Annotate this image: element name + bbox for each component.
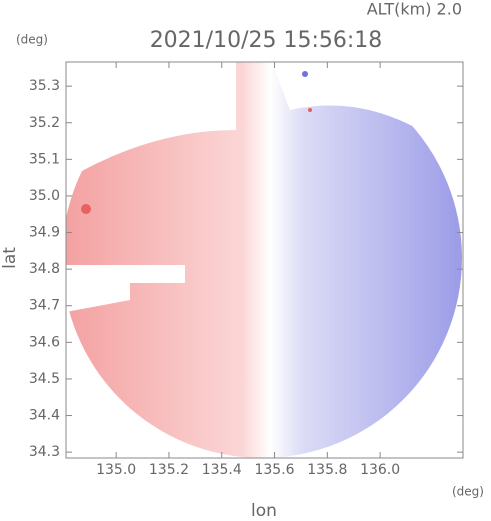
plot-frame — [65, 61, 464, 459]
y-tick-label: 34.9 — [29, 225, 60, 241]
y-tick-label: 34.7 — [29, 298, 60, 314]
y-axis-label: lat — [0, 247, 20, 269]
x-tick-label: 135.4 — [202, 462, 242, 478]
x-tick-label: 135.0 — [96, 462, 136, 478]
y-unit: (deg) — [16, 33, 48, 47]
x-tick-label: 135.2 — [149, 462, 189, 478]
x-axis-label: lon — [251, 501, 277, 521]
x-unit: (deg) — [452, 485, 484, 499]
y-tick-label: 35.0 — [29, 188, 60, 204]
radar-image — [66, 62, 463, 458]
y-tick-label: 35.1 — [29, 151, 60, 167]
y-tick-label: 34.3 — [29, 444, 60, 460]
y-tick-label: 34.8 — [29, 261, 60, 277]
y-tick-label: 34.6 — [29, 334, 60, 350]
chart-title: 2021/10/25 15:56:18 — [150, 28, 383, 53]
x-tick-label: 136.0 — [360, 462, 400, 478]
y-tick-label: 35.3 — [29, 78, 60, 94]
y-tick-label: 34.4 — [29, 408, 60, 424]
x-tick-label: 135.8 — [307, 462, 347, 478]
altitude-label: ALT(km) 2.0 — [367, 0, 462, 19]
y-tick-label: 34.5 — [29, 371, 60, 387]
x-tick-label: 135.6 — [254, 462, 294, 478]
y-tick-label: 35.2 — [29, 115, 60, 131]
